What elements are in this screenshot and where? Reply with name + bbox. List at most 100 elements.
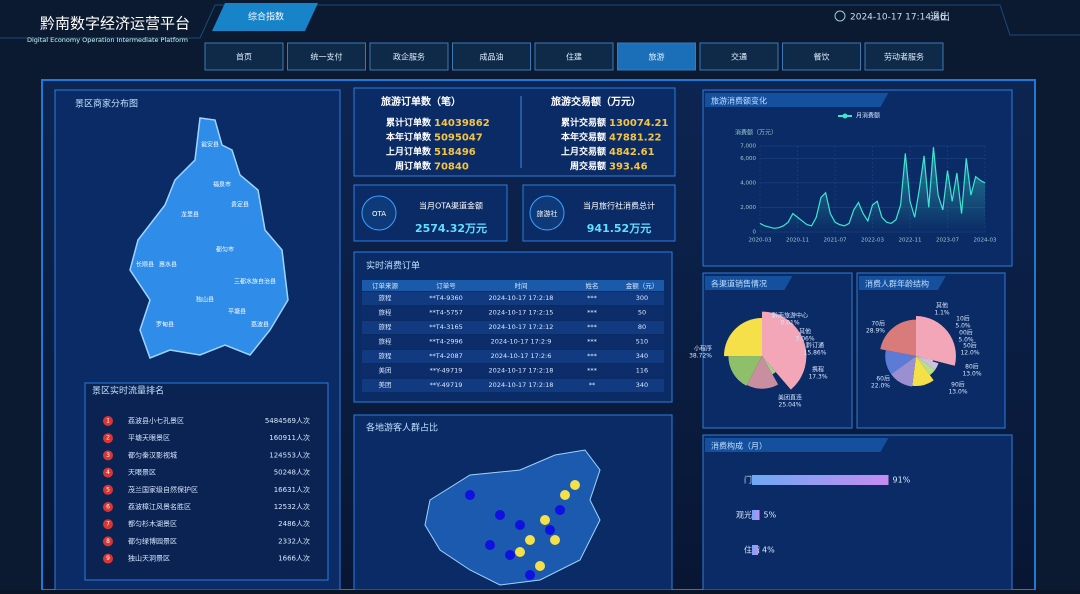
- nav-label[interactable]: 成品油: [480, 52, 504, 62]
- rank-count: 124553人次: [269, 450, 310, 459]
- nav-label[interactable]: 统一支付: [311, 52, 343, 62]
- rank-count: 16631人次: [274, 485, 310, 494]
- stat-value: 5095047: [434, 133, 483, 144]
- table-cell: 2024-10-17 17:2:18: [489, 367, 554, 375]
- visitor-dot: [525, 570, 535, 580]
- rank-name: 天眼景区: [128, 469, 156, 477]
- table-cell: 2024-10-17 17:2:9: [491, 338, 552, 346]
- table-row: [362, 364, 664, 378]
- nav-button[interactable]: [699, 42, 779, 71]
- visitor-dot: [485, 540, 495, 550]
- stat-value: 4842.61: [609, 147, 655, 158]
- header-title: 黔南数字经济运营平台: [40, 15, 190, 33]
- panel-title: 景区商家分布图: [75, 98, 138, 110]
- slice-label: 小程序: [694, 345, 712, 353]
- nav-label[interactable]: 交通: [731, 52, 747, 62]
- y-tick-label: 6,000: [740, 156, 756, 162]
- nav-label[interactable]: 政企服务: [393, 52, 425, 62]
- county-label: 长顺县: [136, 261, 154, 269]
- stat-value: 130074.21: [609, 118, 669, 129]
- chart-title: 消费人群年龄结构: [865, 279, 929, 289]
- pie-slice: [916, 356, 939, 370]
- visitor-dot: [560, 490, 570, 500]
- title-bar: [705, 93, 889, 107]
- stat-label: 周订单数: [395, 160, 432, 172]
- chart-title: 各渠道销售情况: [711, 279, 767, 289]
- stat-label: 累计订单数: [386, 117, 432, 129]
- nav-button[interactable]: [204, 42, 284, 71]
- nav-label[interactable]: 旅游: [649, 52, 665, 62]
- header-subtitle: Digital Economy Operation Intermediate P…: [27, 36, 188, 44]
- nav-button[interactable]: [452, 42, 531, 71]
- county-label: 独山县: [196, 296, 214, 304]
- nav-button[interactable]: [617, 42, 696, 71]
- county-label: 荔波县: [251, 321, 269, 329]
- x-tick-label: 2020-03: [749, 238, 772, 244]
- table-cell: 340: [636, 352, 648, 360]
- rank-badge: [103, 553, 113, 564]
- pie-slice: [728, 356, 762, 386]
- nav-label[interactable]: 餐饮: [814, 52, 830, 62]
- table-cell: ***: [587, 352, 598, 360]
- title-bar: [705, 438, 889, 452]
- slice-label: 其他: [936, 302, 948, 310]
- slice-value: 22.0%: [871, 383, 890, 390]
- slice-label: 携程: [812, 366, 824, 374]
- table-cell: **Y-49719: [430, 381, 463, 389]
- rank-badge: [103, 433, 113, 444]
- table-cell: 旅程: [379, 351, 393, 360]
- bar-value: 4%: [762, 546, 775, 555]
- card-icon: [361, 195, 397, 231]
- x-tick-label: 2024-03: [974, 238, 997, 244]
- visitor-dot: [515, 520, 525, 530]
- slice-value: 1.1%: [934, 310, 950, 317]
- rank-count: 1666人次: [278, 554, 310, 563]
- county-label: 福泉市: [213, 181, 231, 189]
- nav-button[interactable]: [782, 42, 861, 71]
- pie-slice: [916, 356, 936, 376]
- visitor-dot: [525, 535, 535, 545]
- slice-value: 13.0%: [948, 389, 967, 396]
- header-tab[interactable]: [212, 3, 318, 31]
- slice-label: 80后: [965, 363, 979, 371]
- tab-label[interactable]: 综合指数: [248, 11, 284, 23]
- nav-button[interactable]: [534, 42, 614, 71]
- pie-slice: [746, 356, 779, 389]
- table-cell: ***: [587, 323, 598, 331]
- stat-label: 上月订单数: [386, 146, 432, 158]
- nav-button[interactable]: [864, 42, 944, 71]
- nav-label[interactable]: 劳动者服务: [884, 52, 924, 62]
- line-area: [760, 147, 985, 232]
- pie-slice: [723, 317, 762, 357]
- rank-count: 50248人次: [274, 468, 310, 477]
- slice-value: 0.01%: [780, 320, 799, 327]
- x-tick-label: 2020-11: [786, 238, 809, 244]
- table-cell: ***: [587, 367, 598, 375]
- slice-label: 90后: [951, 381, 965, 389]
- visitor-dot: [540, 515, 550, 525]
- visitor-dot: [555, 505, 565, 515]
- table-cell: 美团: [379, 366, 392, 375]
- rank-badge: [103, 484, 113, 495]
- column-header: 订单号: [436, 281, 456, 290]
- pie-slice: [762, 356, 771, 366]
- rank-name: 都匀绿博园景区: [128, 536, 177, 545]
- county-label: 三都水族自治县: [234, 278, 276, 286]
- logout[interactable]: 退出: [930, 10, 950, 23]
- slice-label: 美团直连: [778, 394, 802, 402]
- nav-button[interactable]: [287, 42, 366, 71]
- card-label: 当月OTA渠道金额: [419, 201, 483, 211]
- table-cell: 2024-10-17 17:2:15: [489, 309, 554, 317]
- bar-label: 观光车: [736, 510, 760, 520]
- chart-title: 旅游消费额变化: [711, 96, 767, 106]
- nav-label[interactable]: 首页: [236, 52, 252, 62]
- bar-value: 91%: [893, 476, 911, 485]
- column-header: 订单来源: [372, 281, 399, 290]
- header-frame: [0, 4, 1080, 39]
- stats-title: 旅游订单数（笔）: [381, 95, 461, 108]
- card-icon-label: OTA: [372, 210, 386, 218]
- rank-number: 3: [106, 452, 110, 459]
- nav-button[interactable]: [369, 42, 449, 71]
- nav-label[interactable]: 住建: [566, 52, 582, 62]
